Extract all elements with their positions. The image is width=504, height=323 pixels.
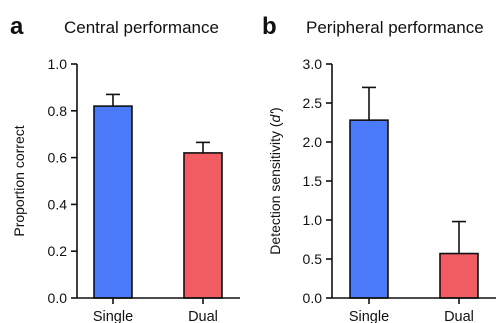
panel-letter: b (262, 13, 277, 40)
chart-title: Central performance (64, 18, 219, 37)
x-axis: Single Dual (77, 297, 240, 323)
y-tick-label: 1.0 (48, 56, 68, 72)
panel-b: b Peripheral performance Detection sensi… (262, 13, 496, 323)
y-tick-label: 0.0 (303, 290, 323, 306)
y-tick-label: 0.2 (48, 243, 68, 259)
y-tick-label: 0.0 (48, 290, 68, 306)
x-tick-label: Single (349, 309, 389, 323)
x-tick-label: Single (93, 309, 133, 323)
y-tick-label: 0.5 (303, 251, 323, 267)
bar-single (349, 119, 389, 299)
panel-letter: a (10, 13, 24, 40)
y-axis: 0.0 0.2 0.4 0.6 0.8 1.0 (48, 56, 78, 306)
chart-title: Peripheral performance (306, 18, 484, 37)
y-tick-label: 0.4 (48, 196, 68, 212)
bars (93, 93, 223, 299)
bar-dual (439, 252, 479, 299)
x-tick-label: Dual (444, 309, 474, 323)
y-tick-label: 1.5 (303, 173, 323, 189)
y-axis-title: Detection sensitivity (d') (267, 107, 283, 254)
y-axis-title-symbol: d' (267, 111, 283, 123)
y-axis-title-end: ) (267, 107, 283, 112)
y-tick-label: 3.0 (303, 56, 323, 72)
y-tick-label: 2.0 (303, 134, 323, 150)
y-axis-title: Proportion correct (11, 125, 27, 236)
y-tick-label: 1.0 (303, 212, 323, 228)
y-tick-label: 0.6 (48, 150, 68, 166)
y-axis: 0.0 0.5 1.0 1.5 2.0 2.5 3.0 (303, 56, 333, 306)
bars (349, 86, 479, 299)
x-axis: Single Dual (332, 297, 496, 323)
panel-a: a Central performance Proportion correct… (10, 13, 240, 323)
bar-single (93, 105, 133, 299)
x-tick-label: Dual (188, 309, 218, 323)
y-tick-label: 2.5 (303, 95, 323, 111)
y-axis-title-main: Detection sensitivity ( (267, 122, 283, 255)
y-tick-label: 0.8 (48, 103, 68, 119)
bar-dual (183, 152, 223, 299)
